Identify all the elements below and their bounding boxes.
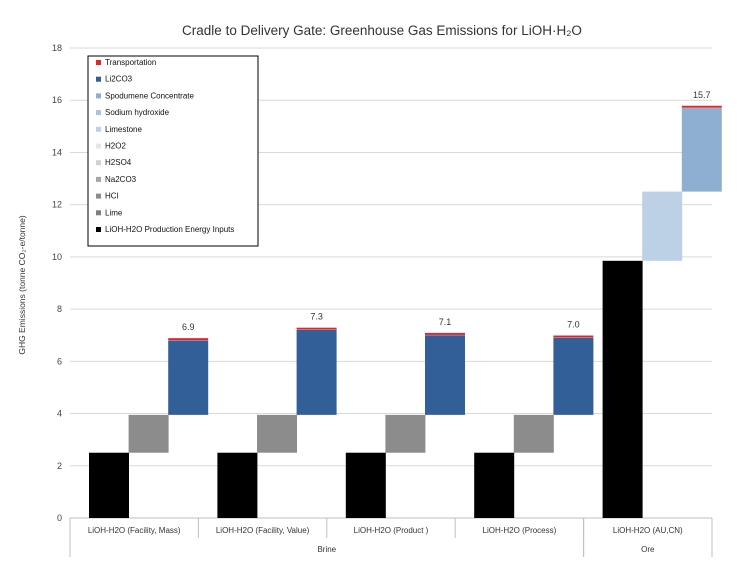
x-tick-label: LiOH-H2O (AU,CN) bbox=[613, 526, 683, 535]
legend-box bbox=[87, 55, 259, 247]
total-data-label: 7.3 bbox=[310, 312, 323, 322]
bar-segment bbox=[553, 337, 594, 415]
y-tick-label: 16 bbox=[52, 95, 62, 105]
bar-segment bbox=[681, 105, 722, 108]
legend-item-label: HCl bbox=[105, 192, 119, 201]
legend-swatch bbox=[96, 93, 101, 99]
bar-segment bbox=[425, 332, 465, 335]
legend-item-label: Sodium hydroxide bbox=[105, 108, 170, 117]
bar-segment bbox=[642, 191, 683, 261]
group-label: Ore bbox=[641, 545, 655, 554]
bar-segment bbox=[553, 335, 594, 338]
group-label: Brine bbox=[317, 545, 336, 554]
y-tick-label: 18 bbox=[52, 43, 62, 53]
legend-item-label: Spodumene Concentrate bbox=[105, 91, 195, 100]
legend-swatch bbox=[96, 126, 101, 132]
legend: Transportation Li2CO3 Spodumene Concentrat… bbox=[87, 55, 259, 247]
legend-swatch bbox=[96, 193, 101, 199]
y-tick-label: 4 bbox=[57, 409, 62, 419]
legend-swatch bbox=[96, 110, 101, 116]
legend-item-label: Na2CO3 bbox=[105, 175, 137, 184]
legend-swatch bbox=[96, 60, 101, 65]
total-data-label: 7.1 bbox=[439, 317, 452, 327]
legend-swatch bbox=[96, 143, 101, 149]
bar-segment bbox=[474, 452, 515, 518]
y-tick-label: 10 bbox=[52, 252, 62, 262]
x-tick-label: LiOH-H2O (Facility, Mass) bbox=[88, 526, 181, 535]
total-data-label: 7.0 bbox=[567, 320, 580, 330]
y-tick-label: 0 bbox=[57, 513, 62, 523]
total-data-label: 6.9 bbox=[182, 322, 195, 332]
chart-title: Cradle to Delivery Gate: Greenhouse Gas … bbox=[182, 23, 582, 38]
legend-swatch bbox=[96, 76, 101, 82]
legend-item-label: H2O2 bbox=[105, 142, 126, 151]
bar-segment bbox=[602, 260, 643, 518]
y-axis-label: GHG Emissions (tonne CO₂-e/tonne) bbox=[17, 215, 27, 355]
legend-item-label: LiOH-H2O Production Energy Inputs bbox=[105, 225, 234, 234]
total-data-label: 15.7 bbox=[693, 90, 711, 100]
axes: 0 2 4 6 8 10 12 14 16 18 Brine Ore LiOH-H2O (Facilit… bbox=[52, 43, 713, 558]
legend-item-label: H2SO4 bbox=[105, 158, 132, 167]
bar-segment bbox=[168, 340, 209, 415]
x-tick-label: LiOH-H2O (Facility, Value) bbox=[216, 526, 310, 535]
legend-item-label: Lime bbox=[105, 208, 123, 217]
bar-segment bbox=[345, 452, 386, 518]
x-tick-label: LiOH-H2O (Product ) bbox=[354, 526, 429, 535]
y-tick-label: 12 bbox=[52, 200, 62, 210]
legend-swatch bbox=[96, 160, 101, 166]
bar-segment bbox=[296, 327, 337, 330]
legend-swatch bbox=[96, 176, 101, 182]
y-tick-label: 8 bbox=[57, 304, 62, 314]
y-tick-label: 14 bbox=[52, 147, 62, 157]
bars bbox=[89, 105, 722, 518]
y-tick-label: 6 bbox=[57, 356, 62, 366]
bar-segment bbox=[513, 414, 554, 453]
legend-swatch bbox=[96, 227, 101, 232]
bar-segment bbox=[257, 414, 297, 453]
bar-segment bbox=[168, 338, 209, 341]
bar-segment bbox=[425, 335, 465, 415]
y-tick-label: 2 bbox=[57, 461, 62, 471]
bar-segment bbox=[681, 108, 722, 192]
bar-segment bbox=[217, 452, 258, 518]
bar-segment bbox=[385, 414, 426, 453]
bar-segment bbox=[296, 330, 337, 415]
legend-item-label: Transportation bbox=[105, 58, 156, 67]
legend-swatch bbox=[96, 210, 101, 216]
legend-item-label: Limestone bbox=[105, 125, 142, 134]
x-tick-label: LiOH-H2O (Process) bbox=[483, 526, 557, 535]
legend-item-label: Li2CO3 bbox=[105, 75, 133, 84]
bar-segment bbox=[128, 414, 169, 453]
data-labels: 6.9 7.3 7.1 7.0 15.7 bbox=[182, 90, 711, 332]
bar-segment bbox=[89, 452, 129, 518]
